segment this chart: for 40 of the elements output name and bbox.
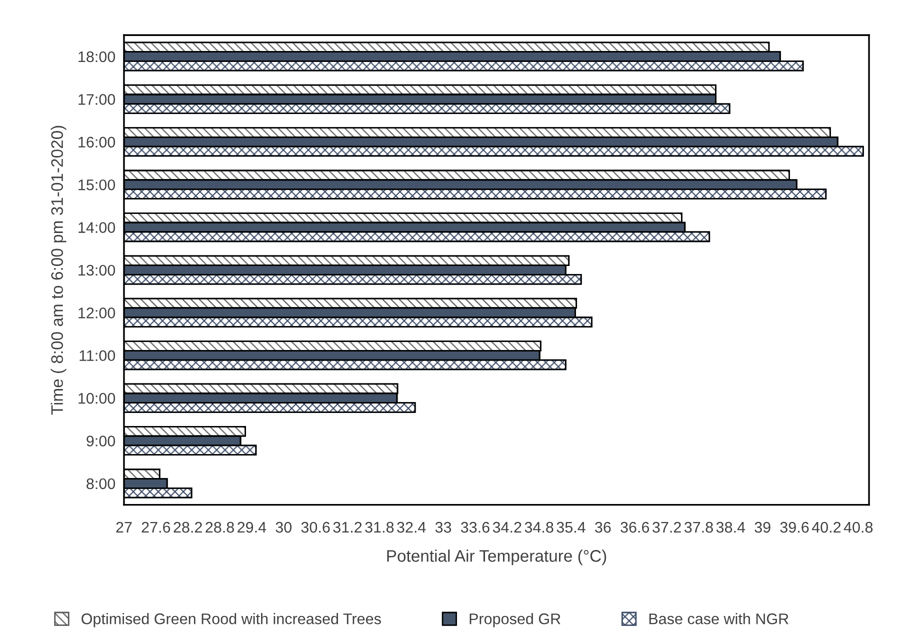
x-tick-label: 38.4 — [716, 522, 746, 533]
x-tick-label: 28.8 — [206, 522, 234, 533]
x-tick-label: 30.6 — [301, 522, 330, 533]
legend-label: Proposed GR — [470, 613, 560, 628]
y-tick-label: 18:00 — [78, 51, 116, 62]
x-axis-title: Potential Air Temperature (°C) — [387, 550, 606, 566]
x-tick-label: 29.4 — [238, 522, 266, 533]
x-tick-label: 37.8 — [684, 522, 713, 533]
x-tick-label: 35.4 — [556, 522, 586, 533]
x-tick-label: 36 — [595, 522, 611, 533]
x-tick-label: 34.8 — [524, 522, 554, 533]
y-tick-label: 13:00 — [78, 264, 116, 276]
y-tick-label: 12:00 — [78, 308, 116, 318]
x-tick-label: 32.4 — [397, 522, 426, 533]
y-tick-label: 11:00 — [80, 350, 116, 362]
legend-label: Optimised Green Rood with increased Trees — [82, 613, 381, 628]
x-tick-label: 40.2 — [812, 522, 841, 533]
x-tick-label: 28.2 — [174, 522, 202, 533]
y-tick-label: 17:00 — [78, 94, 116, 105]
y-tick-label: 8:00 — [86, 478, 116, 490]
x-tick-label: 30 — [276, 522, 292, 533]
y-tick-label: 15:00 — [78, 179, 116, 190]
x-tick-label: 36.6 — [620, 522, 650, 533]
x-tick-label: 39 — [754, 522, 770, 533]
x-tick-label: 31.2 — [333, 522, 362, 533]
x-tick-label: 27.6 — [142, 522, 170, 533]
y-tick-label: 16:00 — [78, 136, 116, 148]
y-axis-title: Time ( 8:00 am to 6:00 pm 31-01-2020) — [50, 126, 66, 415]
x-tick-label: 39.6 — [780, 522, 809, 533]
x-tick-label: 27 — [116, 522, 132, 533]
y-tick-label: 10:00 — [78, 392, 116, 404]
x-tick-label: 34.2 — [492, 522, 522, 533]
x-tick-label: 31.8 — [365, 522, 394, 533]
x-tick-label: 40.8 — [844, 522, 873, 533]
x-tick-label: 37.2 — [652, 522, 681, 533]
x-tick-label: 33 — [435, 522, 452, 533]
y-tick-label: 14:00 — [78, 222, 116, 233]
legend-label: Base case with NGR — [649, 613, 788, 624]
y-tick-label: 9:00 — [86, 436, 116, 446]
x-tick-label: 33.6 — [460, 522, 490, 533]
